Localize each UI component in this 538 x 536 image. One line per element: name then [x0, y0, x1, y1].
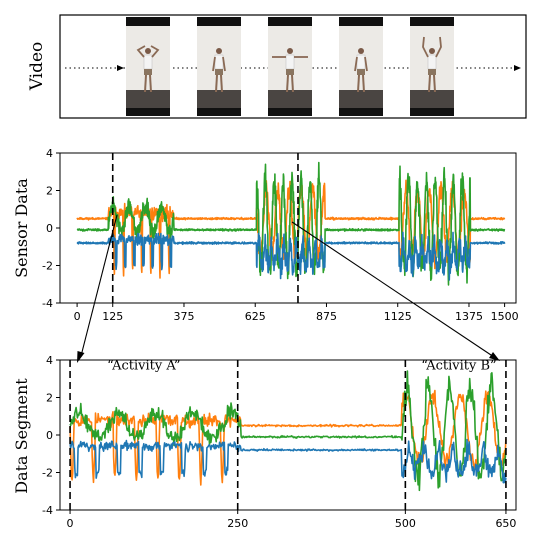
y-tick-label: -4 [42, 504, 53, 517]
y-tick-label: 0 [46, 429, 53, 442]
video-frame [339, 17, 383, 116]
x-tick-label: 1500 [491, 310, 519, 323]
x-tick-label: 1375 [455, 310, 483, 323]
x-tick-label: 650 [495, 517, 516, 530]
person-figure [212, 48, 226, 93]
frame-floor [197, 90, 241, 108]
segment-markers [69, 360, 507, 510]
sensor-data-chart: 4 2 0 -2 -4 0 125 375 625 875 1125 1375 1500 Sensor … [12, 147, 519, 323]
video-panel: Video [27, 14, 527, 119]
y-tick-label: 4 [46, 354, 53, 367]
video-frame [197, 17, 241, 116]
x-tick-label: 500 [395, 517, 416, 530]
y-tick-label: 2 [46, 392, 53, 405]
zoom-arrowhead-left [77, 351, 85, 363]
frame-floor [268, 90, 312, 108]
segment-series [69, 370, 507, 492]
video-frames [126, 17, 454, 116]
sensor-chart-axes [59, 152, 517, 304]
sensor-segment-markers [111, 153, 299, 303]
video-frame [126, 17, 170, 116]
y-tick-label: -2 [42, 467, 53, 480]
video-timeline-arrowhead-left [117, 65, 124, 71]
x-tick-label: 250 [227, 517, 248, 530]
series-line-blue [69, 438, 507, 484]
frame-floor [126, 90, 170, 108]
series-line-orange [69, 389, 507, 486]
sensor-series [76, 161, 506, 286]
x-tick-label: 625 [245, 310, 266, 323]
sensor-ylabel: Sensor Data [12, 178, 31, 278]
frame-floor [410, 90, 454, 108]
y-tick-label: 2 [46, 185, 53, 198]
x-tick-label: 375 [173, 310, 194, 323]
frame-floor [339, 90, 383, 108]
segment-ticks: 4 2 0 -2 -4 0 250 500 650 [42, 354, 516, 530]
sensor-ticks: 4 2 0 -2 -4 0 125 375 625 875 1125 1375 1500 [42, 147, 519, 323]
video-frame [410, 17, 454, 116]
x-tick-label: 1125 [384, 310, 412, 323]
video-timeline-arrowhead-right [514, 65, 521, 71]
zoom-arrow-left [80, 214, 118, 357]
person-figure [422, 36, 442, 93]
x-tick-label: 125 [102, 310, 123, 323]
series-line-blue [76, 231, 506, 281]
y-tick-label: 0 [46, 222, 53, 235]
video-frame [268, 17, 312, 116]
y-tick-label: -2 [42, 260, 53, 273]
person-figure [136, 45, 160, 93]
activity-a-label: “Activity A” [107, 358, 180, 373]
segment-ylabel: Data Segment [12, 378, 31, 494]
video-label: Video [27, 42, 47, 92]
zoom-arrows [77, 214, 500, 363]
zoom-arrow-right [291, 221, 495, 358]
series-line-green [69, 370, 507, 492]
series-line-green [76, 161, 506, 286]
x-tick-label: 875 [316, 310, 337, 323]
data-segment-chart: 4 2 0 -2 -4 0 250 500 650 “Activity A” “Activity… [12, 354, 517, 530]
segment-chart-axes [59, 359, 517, 511]
x-tick-label: 0 [67, 517, 74, 530]
person-figure [272, 48, 308, 93]
zoom-arrowhead-right [489, 352, 500, 361]
person-figure [354, 48, 368, 93]
x-tick-label: 0 [74, 310, 81, 323]
activity-b-label: “Activity B” [421, 358, 496, 373]
y-tick-label: 4 [46, 147, 53, 160]
y-tick-label: -4 [42, 297, 53, 310]
